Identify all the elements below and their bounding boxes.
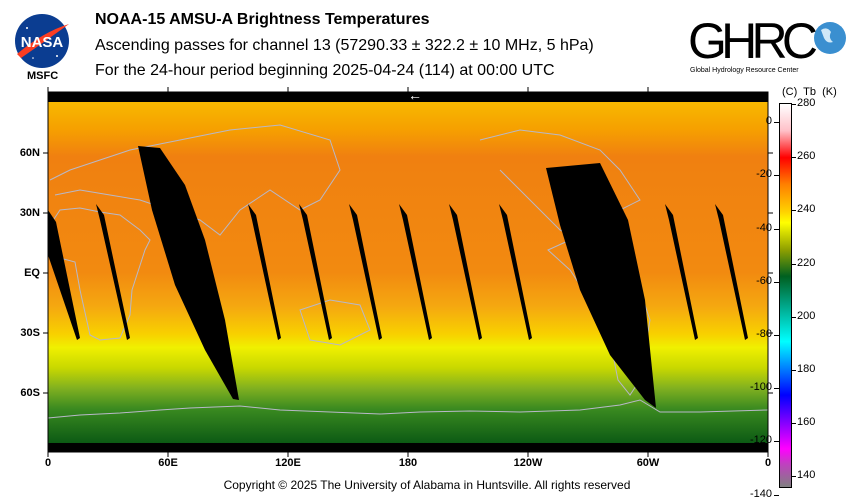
colorbar-label-c: -60 bbox=[756, 274, 772, 287]
lon-label-120e: 120E bbox=[275, 457, 301, 469]
direction-arrow: ← bbox=[408, 87, 422, 103]
nasa-logo: NASA bbox=[13, 12, 71, 70]
colorbar-label-k: 260 bbox=[797, 150, 816, 163]
period-text: For the 24-hour period beginning 2025-04… bbox=[95, 62, 555, 79]
colorbar-tick-c bbox=[774, 334, 779, 336]
colorbar-tick-c bbox=[774, 494, 779, 496]
lon-label-0: 0 bbox=[44, 457, 52, 469]
svg-text:Global Hydrology Resource Cent: Global Hydrology Resource Center bbox=[690, 67, 799, 74]
lat-label-60n: 60N bbox=[19, 147, 40, 159]
colorbar-tick-c bbox=[774, 388, 779, 390]
lon-label-180: 180 bbox=[398, 457, 418, 469]
colorbar-tick-k bbox=[791, 423, 796, 425]
page-title: NOAA-15 AMSU-A Brightness Temperatures bbox=[95, 11, 430, 28]
msfc-label: MSFC bbox=[27, 70, 59, 82]
colorbar-tick-c bbox=[774, 175, 779, 177]
missing-data-swaths bbox=[48, 146, 748, 408]
svg-text:NASA: NASA bbox=[21, 34, 64, 51]
colorbar-label-c: -20 bbox=[756, 168, 772, 181]
colorbar-label-k: 160 bbox=[797, 416, 816, 429]
ghrc-logo: GHRC Global Hydrology Resource Center bbox=[688, 8, 850, 76]
colorbar-tick-k bbox=[791, 104, 796, 105]
colorbar-tick-k bbox=[791, 157, 796, 159]
colorbar-tick-c bbox=[774, 441, 779, 443]
subtitle: Ascending passes for channel 13 (57290.3… bbox=[95, 37, 594, 54]
colorbar-label-c: -80 bbox=[756, 327, 772, 340]
colorbar-tick-k bbox=[791, 316, 796, 318]
colorbar-label-k: 140 bbox=[797, 469, 816, 482]
top-band bbox=[48, 92, 768, 102]
colorbar-label-c: 0 bbox=[765, 115, 772, 128]
lon-label-60e: 60E bbox=[158, 457, 178, 469]
copyright: Copyright © 2025 The University of Alaba… bbox=[223, 478, 631, 492]
axis-ticks bbox=[43, 87, 773, 457]
colorbar-tick-k bbox=[791, 369, 796, 371]
colorbar-label-k: 220 bbox=[797, 256, 816, 269]
lon-label-120w: 120W bbox=[513, 457, 543, 469]
bottom-band bbox=[48, 443, 768, 452]
colorbar-label-k: 280 bbox=[797, 97, 816, 109]
lat-label-30n: 30N bbox=[19, 207, 40, 219]
colorbar-label-c: -40 bbox=[756, 221, 772, 234]
colorbar-tick-k bbox=[791, 210, 796, 212]
colorbar-header: (C) Tb (K) bbox=[782, 86, 837, 98]
colorbar-tick-k bbox=[791, 476, 796, 478]
colorbar-label-k: 200 bbox=[797, 309, 816, 322]
colorbar-label-c: -120 bbox=[749, 434, 772, 447]
colorbar bbox=[779, 103, 792, 488]
lat-label-eq: EQ bbox=[24, 267, 40, 279]
lon-label-60w: 60W bbox=[636, 457, 660, 469]
colorbar-tick-c bbox=[774, 122, 779, 124]
colorbar-label-k: 240 bbox=[797, 203, 816, 216]
svg-text:GHRC: GHRC bbox=[688, 13, 818, 69]
lat-label-30s: 30S bbox=[20, 327, 40, 339]
colorbar-label-k: 180 bbox=[797, 362, 816, 375]
colorbar-tick-c bbox=[774, 228, 779, 230]
lat-label-60s: 60S bbox=[20, 387, 40, 399]
colorbar-tick-k bbox=[791, 263, 796, 265]
colorbar-label-c: -140 bbox=[749, 487, 772, 500]
lon-label-0-right: 0 bbox=[764, 457, 772, 469]
colorbar-tick-c bbox=[774, 281, 779, 283]
colorbar-label-c: -100 bbox=[749, 381, 772, 394]
